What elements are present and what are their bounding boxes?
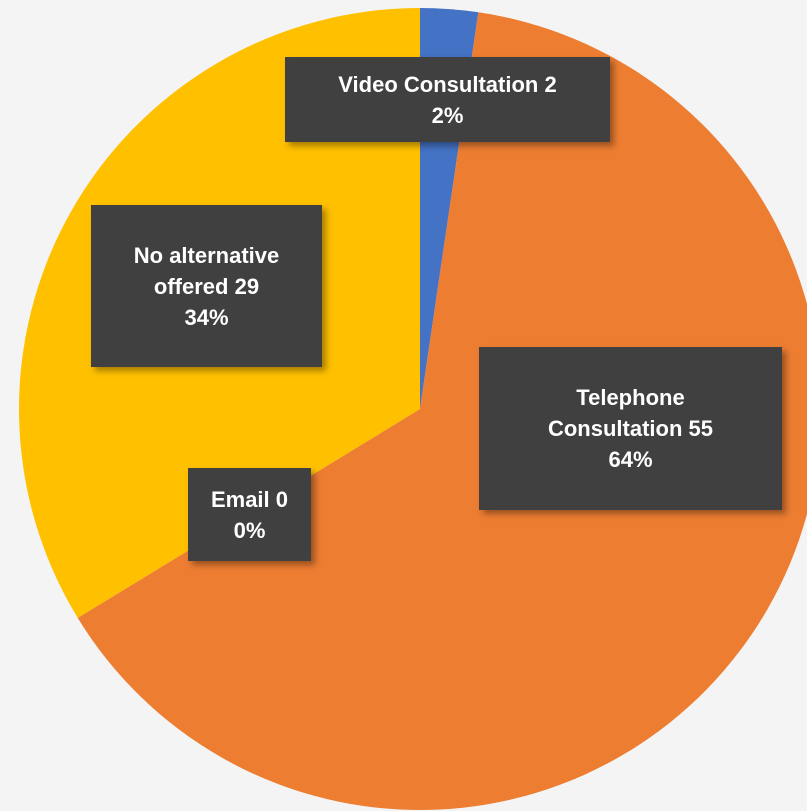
value-label: 55 [688,416,714,441]
data-label: Telephone Consultation 55 64% [479,347,782,510]
percent-label: 2% [431,102,464,128]
percent-label: 64% [608,447,653,472]
data-label: Video Consultation 2 2% [285,57,610,142]
pie-slice [77,409,420,618]
category-name: Email [210,486,270,512]
percent-label: 0% [233,517,266,543]
category-name: Telephone Consultation [547,385,685,441]
percent-label: 34% [184,304,229,330]
value-label: 2 [544,71,557,97]
data-label: Email 0 0% [188,468,311,561]
value-label: 0 [275,486,289,512]
category-name: No alternative offered [133,242,280,299]
pie-slice [77,12,807,810]
value-label: 29 [234,273,260,299]
category-name: Video Consultation [338,71,539,97]
data-label: No alternative offered 29 34% [91,205,322,367]
